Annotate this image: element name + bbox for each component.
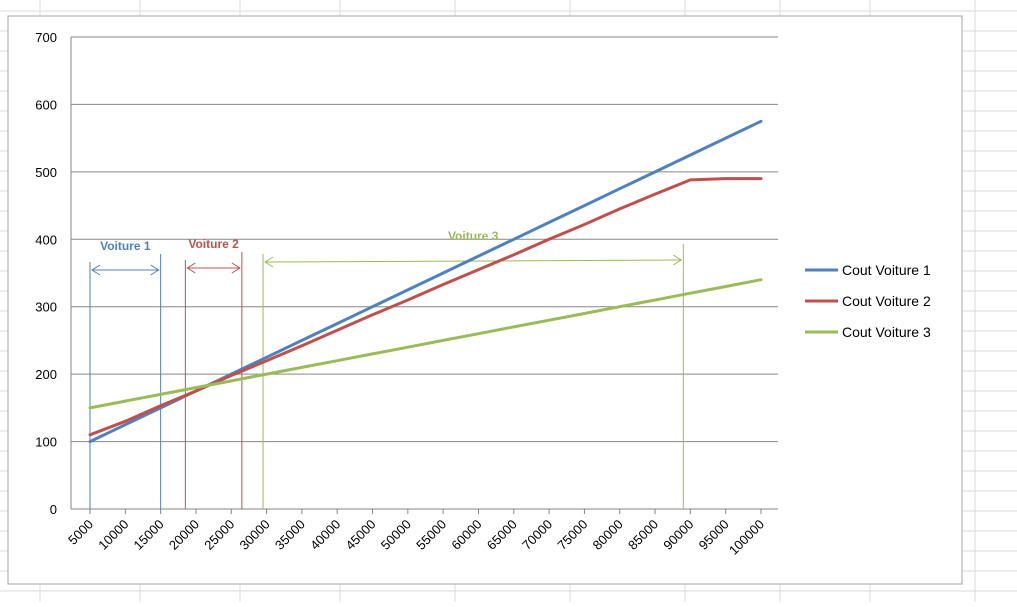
annotation-arrowhead-right [673, 254, 683, 266]
annotation-label: Voiture 1 [100, 239, 151, 253]
y-tick-label: 400 [35, 232, 57, 247]
annotation-2: Voiture 2 [184, 237, 243, 509]
legend-entry-2[interactable]: Cout Voiture 2 [805, 293, 931, 309]
chart-gridlines [71, 36, 778, 443]
annotation-arrowhead-left [264, 256, 274, 268]
y-axis-tick-labels: 0 100 200 300 400 500 600 700 [35, 30, 57, 517]
y-tick-label: 200 [35, 367, 57, 382]
chart-annotations: Voiture 1 Voiture 2 Voiture 3 [89, 229, 684, 509]
annotation-label: Voiture 3 [448, 229, 499, 243]
y-tick-label: 100 [35, 435, 57, 450]
chart-area[interactable] [7, 15, 963, 585]
legend-label: Cout Voiture 2 [842, 293, 931, 309]
chart-axes [70, 37, 778, 510]
annotation-arrowhead-right [231, 262, 241, 274]
annotation-3: Voiture 3 [262, 229, 684, 509]
annotation-1: Voiture 1 [89, 239, 162, 509]
y-tick-label: 500 [35, 165, 57, 180]
legend-label: Cout Voiture 3 [842, 324, 931, 340]
y-tick-label: 0 [50, 502, 57, 517]
annotation-arrowhead-right [150, 264, 160, 276]
chart-series [88, 119, 763, 444]
series-line-3[interactable] [88, 278, 763, 410]
annotation-arrowhead-left [91, 264, 101, 276]
legend-label: Cout Voiture 1 [842, 262, 931, 278]
annotation-label: Voiture 2 [188, 237, 239, 251]
series-line-2[interactable] [88, 177, 763, 437]
annotation-arrowhead-left [186, 262, 196, 274]
y-tick-label: 700 [35, 30, 57, 45]
legend-entry-1[interactable]: Cout Voiture 1 [805, 262, 931, 278]
chart-legend[interactable]: Cout Voiture 1 Cout Voiture 2 Cout Voiture… [805, 262, 931, 340]
annotation-arrow-line [265, 259, 682, 263]
y-tick-label: 600 [35, 97, 57, 112]
y-tick-label: 300 [35, 300, 57, 315]
legend-entry-3[interactable]: Cout Voiture 3 [805, 324, 931, 340]
